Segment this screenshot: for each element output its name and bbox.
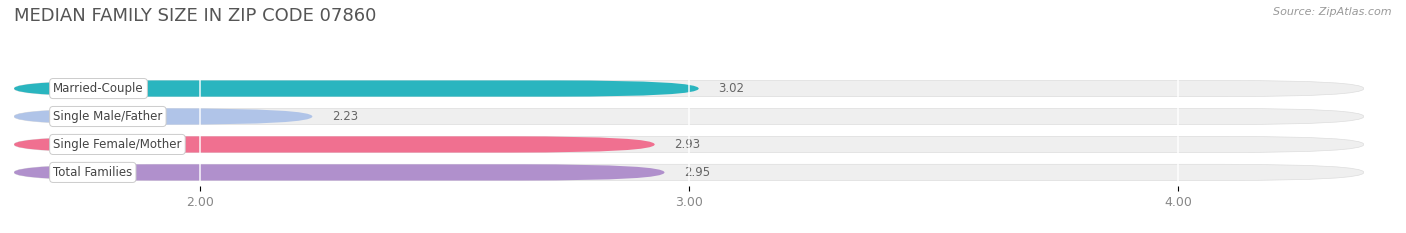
Text: Total Families: Total Families (53, 166, 132, 179)
Text: 2.95: 2.95 (685, 166, 710, 179)
Text: 3.02: 3.02 (718, 82, 744, 95)
Text: 2.23: 2.23 (332, 110, 359, 123)
FancyBboxPatch shape (14, 164, 1364, 181)
Text: Married-Couple: Married-Couple (53, 82, 143, 95)
Text: Single Female/Mother: Single Female/Mother (53, 138, 181, 151)
Text: MEDIAN FAMILY SIZE IN ZIP CODE 07860: MEDIAN FAMILY SIZE IN ZIP CODE 07860 (14, 7, 377, 25)
FancyBboxPatch shape (14, 136, 1364, 153)
FancyBboxPatch shape (14, 80, 1364, 97)
FancyBboxPatch shape (14, 108, 312, 125)
Text: Source: ZipAtlas.com: Source: ZipAtlas.com (1274, 7, 1392, 17)
FancyBboxPatch shape (14, 80, 699, 97)
Text: Single Male/Father: Single Male/Father (53, 110, 163, 123)
FancyBboxPatch shape (14, 164, 665, 181)
Text: 2.93: 2.93 (675, 138, 700, 151)
FancyBboxPatch shape (14, 108, 1364, 125)
FancyBboxPatch shape (14, 136, 655, 153)
